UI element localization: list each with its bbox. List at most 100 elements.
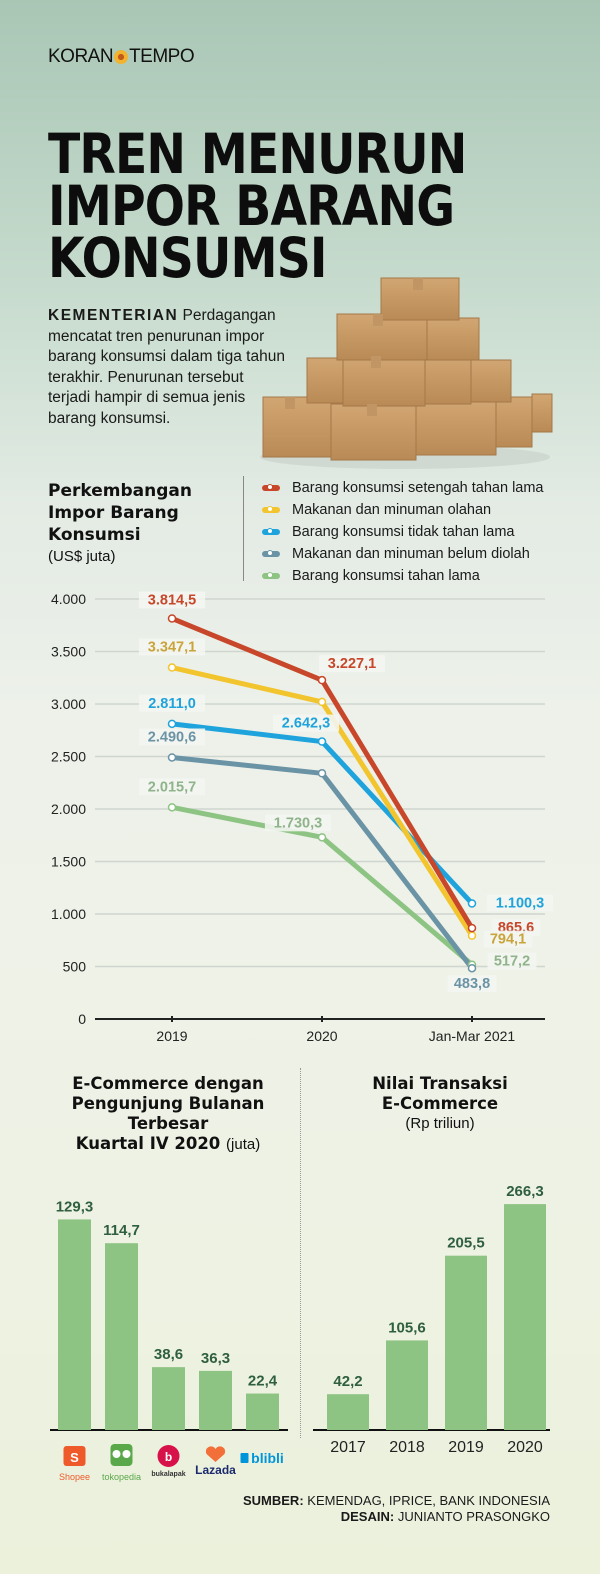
- legend-divider: [243, 476, 244, 581]
- series-line: [169, 665, 475, 939]
- intro-lead: KEMENTERIAN: [48, 307, 179, 324]
- legend-swatch-icon: [262, 528, 280, 535]
- data-point: [317, 833, 327, 842]
- bar: [327, 1394, 369, 1430]
- transactions-unit: (Rp triliun): [405, 1115, 475, 1132]
- title-line: KONSUMSI: [48, 226, 328, 290]
- brand-label: Lazada: [195, 1463, 236, 1477]
- data-label-bg: [318, 655, 386, 673]
- series-line: [169, 721, 475, 906]
- lazada-logo-icon: [205, 1446, 226, 1462]
- legend-label: Barang konsumsi setengah tahan lama: [292, 480, 544, 496]
- bar-value-label: 129,3: [56, 1198, 94, 1215]
- data-label-bg: [487, 952, 537, 970]
- bar-value-label: 22,4: [248, 1373, 278, 1390]
- visitors-title-line: Terbesar: [127, 1114, 209, 1133]
- data-label-bg: [483, 930, 533, 948]
- bar: [246, 1393, 279, 1430]
- data-point: [467, 931, 477, 940]
- line-chart: 0 500 1.000 1.500 2.000 2.500 3.000 3.500 4.000 2…: [51, 591, 554, 1044]
- data-point: [467, 899, 477, 908]
- legend-item: Makanan dan minuman belum diolah: [262, 543, 544, 565]
- data-label: 3.814,5: [148, 592, 196, 608]
- x-tick-label: Jan-Mar 2021: [429, 1028, 516, 1044]
- source-line: SUMBER: KEMENDAG, IPRICE, BANK INDONESIA: [243, 1493, 550, 1509]
- bukalapak-logo-icon: [157, 1445, 180, 1467]
- y-tick-label: 2.000: [51, 801, 86, 817]
- shopee-logo-glyph: S: [70, 1450, 79, 1465]
- tokopedia-logo-icon: [110, 1444, 133, 1466]
- title-line: TREN MENURUN: [48, 122, 467, 186]
- brand-label: blibli: [251, 1450, 284, 1466]
- data-label-bg: [138, 728, 206, 746]
- data-label-bg: [138, 591, 206, 609]
- bar: [152, 1367, 185, 1430]
- data-label: 2.811,0: [148, 696, 196, 712]
- bar: [504, 1204, 546, 1430]
- data-point: [167, 663, 177, 672]
- data-point: [167, 719, 177, 729]
- transactions-bar-chart: 42,2 2017 105,6 2018 205,5 2019 266,3 2020: [313, 1183, 550, 1456]
- design-line: DESAIN: JUNIANTO PRASONGKO: [243, 1509, 550, 1525]
- x-tick-label: 2020: [306, 1028, 337, 1044]
- bar: [445, 1255, 487, 1430]
- line-chart-title: Perkembangan Impor Barang Konsumsi (US$ …: [48, 480, 192, 568]
- x-tick-label: 2018: [389, 1439, 425, 1456]
- bukalapak-logo-glyph: b: [165, 1450, 172, 1464]
- blibli-bag-icon: [240, 1453, 249, 1463]
- data-label: 483,8: [454, 976, 490, 992]
- data-point: [167, 803, 177, 812]
- data-point: [317, 697, 327, 707]
- data-label: 794,1: [490, 932, 526, 948]
- transactions-chart-title: Nilai Transaksi E-Commerce (Rp triliun): [325, 1074, 555, 1134]
- legend-swatch-icon: [262, 550, 280, 557]
- data-label-bg: [138, 778, 206, 796]
- data-label-bg: [264, 814, 332, 832]
- bar: [199, 1370, 232, 1430]
- legend-swatch-icon: [262, 572, 280, 579]
- data-label: 517,2: [494, 954, 530, 970]
- line-chart-title-line: Konsumsi: [48, 525, 141, 545]
- legend-item: Barang konsumsi tidak tahan lama: [262, 521, 544, 543]
- logo-text-left: KORAN: [48, 46, 114, 67]
- logo-text-right: TEMPO: [129, 46, 195, 67]
- legend-swatch-icon: [262, 484, 280, 491]
- x-tick-label: 2017: [330, 1439, 366, 1456]
- legend-item: Barang konsumsi setengah tahan lama: [262, 477, 544, 499]
- data-label: 1.730,3: [274, 815, 322, 831]
- bar: [58, 1219, 91, 1430]
- brand-label: bukalapak: [151, 1471, 185, 1478]
- data-point: [467, 923, 477, 933]
- bar-value-label: 105,6: [388, 1319, 426, 1336]
- y-tick-label: 3.500: [51, 644, 86, 660]
- legend-label: Barang konsumsi tahan lama: [292, 568, 480, 584]
- data-label-bg: [486, 894, 554, 912]
- data-label: 3.347,1: [148, 640, 196, 656]
- bar-value-label: 114,7: [103, 1222, 140, 1239]
- design-label: DESAIN:: [340, 1509, 395, 1524]
- data-point: [467, 963, 477, 973]
- intro-text: Perdagangan mencatat tren penurunan impo…: [48, 307, 285, 427]
- data-label-bg: [447, 975, 497, 993]
- intro-paragraph: KEMENTERIAN Perdagangan mencatat tren pe…: [48, 306, 288, 429]
- source-label: SUMBER:: [242, 1493, 304, 1508]
- bar-value-label: 205,5: [447, 1235, 485, 1252]
- data-label: 3.227,1: [328, 656, 376, 672]
- data-point: [317, 675, 327, 685]
- data-point: [167, 753, 177, 762]
- visitors-title-line: Kuartal IV 2020: [75, 1134, 221, 1153]
- transactions-title-line: E-Commerce: [381, 1094, 499, 1113]
- footer-credits: SUMBER: KEMENDAG, IPRICE, BANK INDONESIA…: [243, 1493, 550, 1525]
- line-chart-title-line: Impor Barang: [48, 503, 179, 523]
- bar-value-label: 266,3: [506, 1183, 544, 1200]
- data-label: 1.100,3: [496, 895, 544, 911]
- tokopedia-eye-icon: [122, 1450, 131, 1458]
- y-tick-label: 1.000: [51, 906, 86, 922]
- visitors-title-line: E-Commerce dengan: [72, 1074, 264, 1093]
- x-tick-label: 2019: [448, 1439, 484, 1456]
- y-tick-label: 500: [63, 959, 87, 975]
- line-chart-unit: (US$ juta): [48, 548, 116, 565]
- data-label: 2.490,6: [148, 729, 196, 745]
- visitors-title-line: Pengunjung Bulanan: [71, 1094, 265, 1113]
